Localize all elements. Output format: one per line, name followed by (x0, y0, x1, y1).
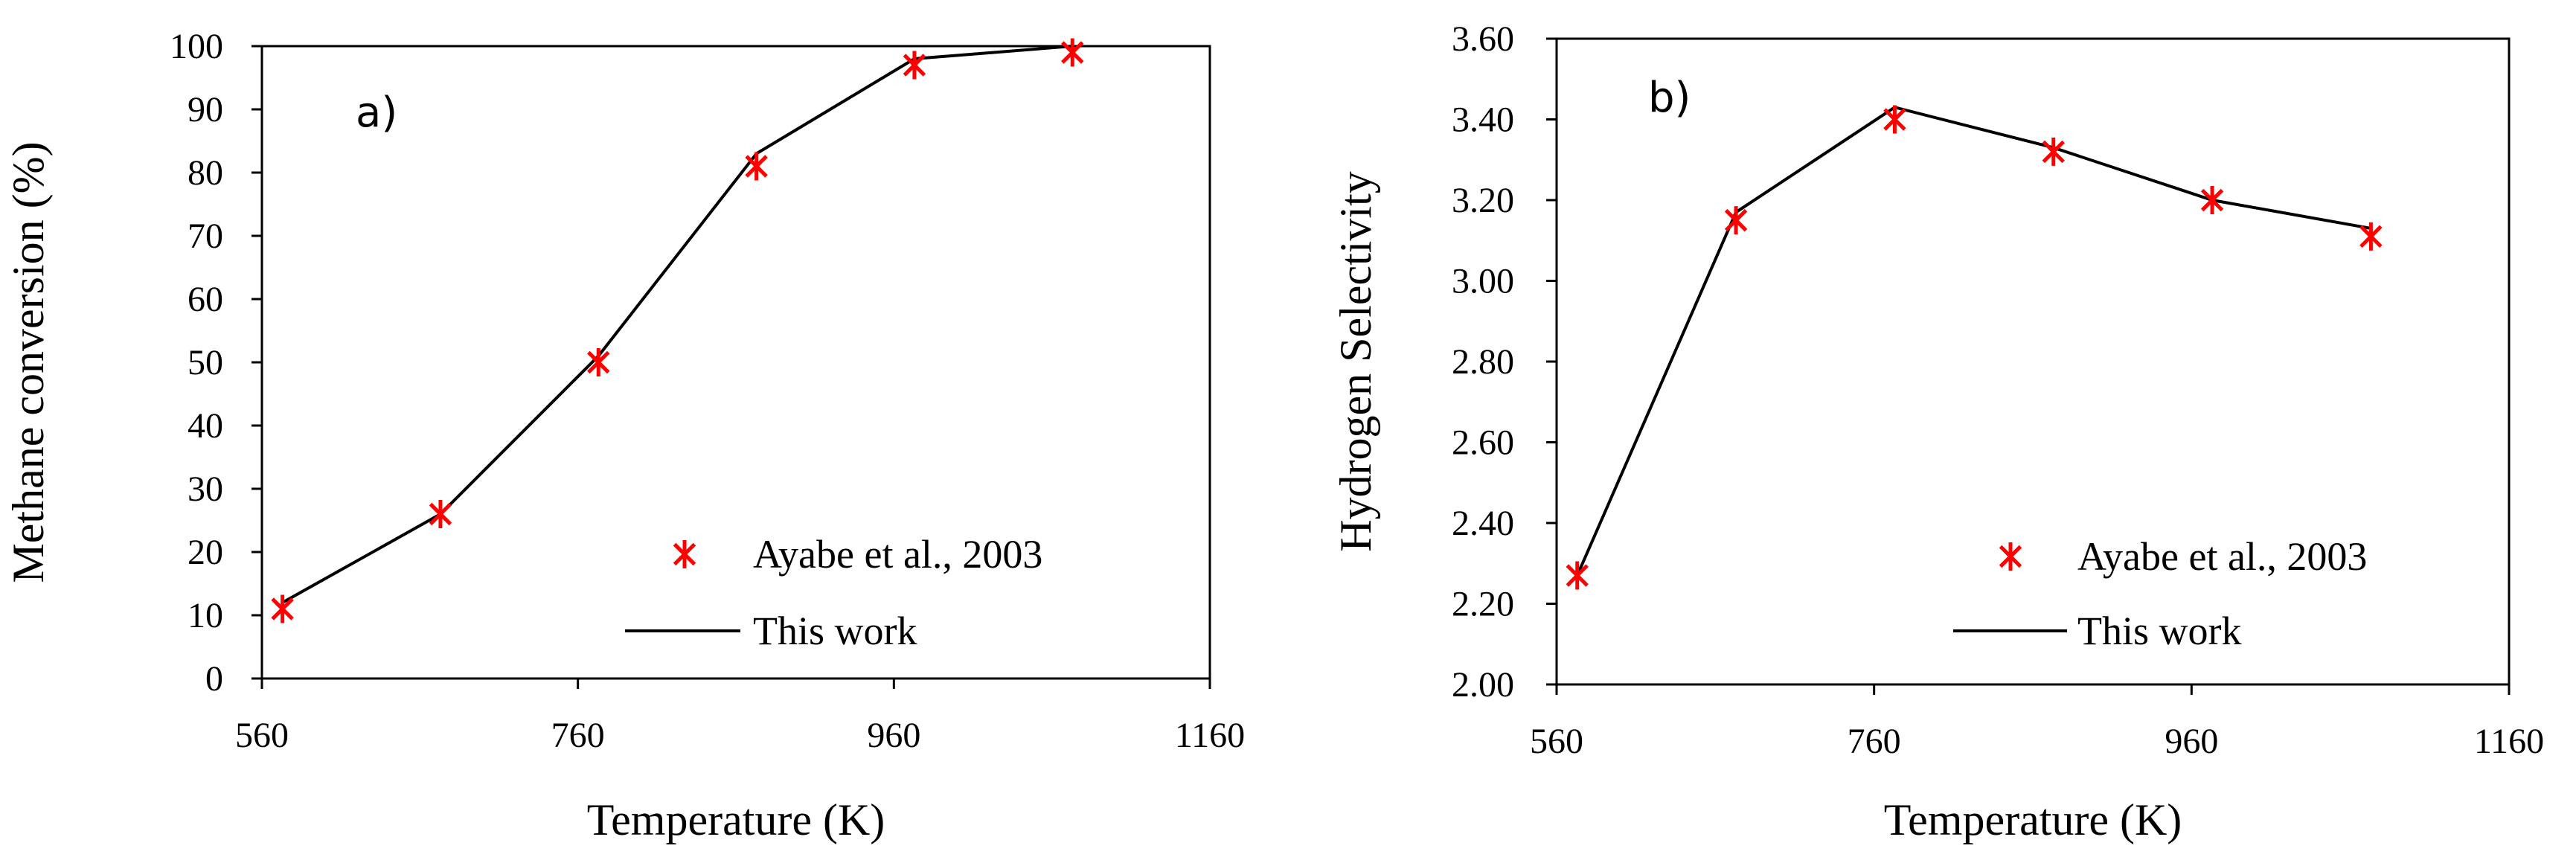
data-point-ayabe (745, 152, 768, 181)
data-point-ayabe (2042, 137, 2065, 166)
y-tick-label: 0 (205, 659, 223, 699)
y-tick-label: 80 (188, 153, 223, 193)
plot-area-frame (1555, 37, 2511, 686)
y-tick-label: 2.60 (1452, 423, 1514, 463)
data-point-ayabe (2359, 222, 2383, 251)
legend: Ayabe et al., 2003 This work (1953, 534, 2367, 653)
y-tick-label: 60 (188, 280, 223, 319)
data-point-ayabe (1566, 561, 1589, 590)
y-tick-label: 3.00 (1452, 262, 1514, 301)
data-point-ayabe (1883, 105, 1906, 134)
y-tick-label: 2.20 (1452, 585, 1514, 624)
data-point-ayabe (587, 348, 610, 376)
y-tick-label: 3.60 (1452, 19, 1514, 59)
data-point-ayabe (429, 500, 452, 528)
y-tick-label: 3.40 (1452, 100, 1514, 140)
legend: Ayabe et al., 2003 This work (625, 532, 1042, 653)
x-axis-title: Temperature (K) (587, 795, 885, 844)
legend-marker-asterisk (1999, 542, 2022, 571)
x-tick-label: 1160 (1175, 716, 1245, 755)
y-tick-label: 2.40 (1452, 504, 1514, 543)
x-axis-title: Temperature (K) (1884, 795, 2182, 844)
x-tick-label: 760 (1848, 722, 1901, 761)
y-tick-label: 30 (188, 469, 223, 509)
x-tick-label: 760 (551, 716, 605, 755)
y-axis-title: Hydrogen Selectivity (1331, 171, 1380, 552)
data-point-ayabe (903, 51, 926, 80)
legend-marker-asterisk (673, 540, 696, 568)
panel-label: b) (1648, 74, 1691, 122)
y-tick-label: 50 (188, 343, 223, 382)
y-tick-label: 20 (188, 533, 223, 572)
panel-label: a) (356, 89, 397, 137)
plot-area-frame (260, 45, 1211, 680)
legend-label: This work (753, 609, 917, 653)
y-tick-label: 100 (170, 27, 223, 66)
x-tick-label: 1160 (2474, 722, 2544, 761)
y-tick-label: 2.00 (1452, 665, 1514, 705)
x-tick-label: 560 (1530, 722, 1583, 761)
y-tick-label: 3.20 (1452, 181, 1514, 220)
y-tick-label: 40 (188, 406, 223, 446)
series-line-this-work (281, 45, 1073, 604)
legend-label: Ayabe et al., 2003 (2077, 534, 2367, 579)
x-tick-label: 560 (235, 716, 289, 755)
y-tick-label: 90 (188, 90, 223, 129)
y-axis-title: Methane conversion (%) (4, 141, 53, 583)
legend-label: This work (2077, 609, 2241, 653)
x-tick-label: 960 (867, 716, 920, 755)
y-tick-label: 70 (188, 216, 223, 256)
chart-panel-2: 2.00 2.20 2.40 2.60 2.80 3.00 3.20 3.40 3.60 560 7… (1331, 19, 2544, 844)
data-point-ayabe (1724, 206, 1748, 235)
data-point-ayabe (1061, 38, 1084, 67)
data-point-ayabe (271, 594, 294, 623)
chart-panel-1: 0 10 20 30 40 50 60 70 80 90 100 560 760 960 1160 Tempe… (4, 27, 1245, 844)
legend-label: Ayabe et al., 2003 (753, 532, 1042, 577)
series-line-this-work (1575, 106, 2371, 577)
x-tick-label: 960 (2165, 722, 2218, 761)
y-tick-label: 10 (188, 596, 223, 635)
data-point-ayabe (2200, 186, 2224, 214)
y-tick-label: 2.80 (1452, 342, 1514, 382)
